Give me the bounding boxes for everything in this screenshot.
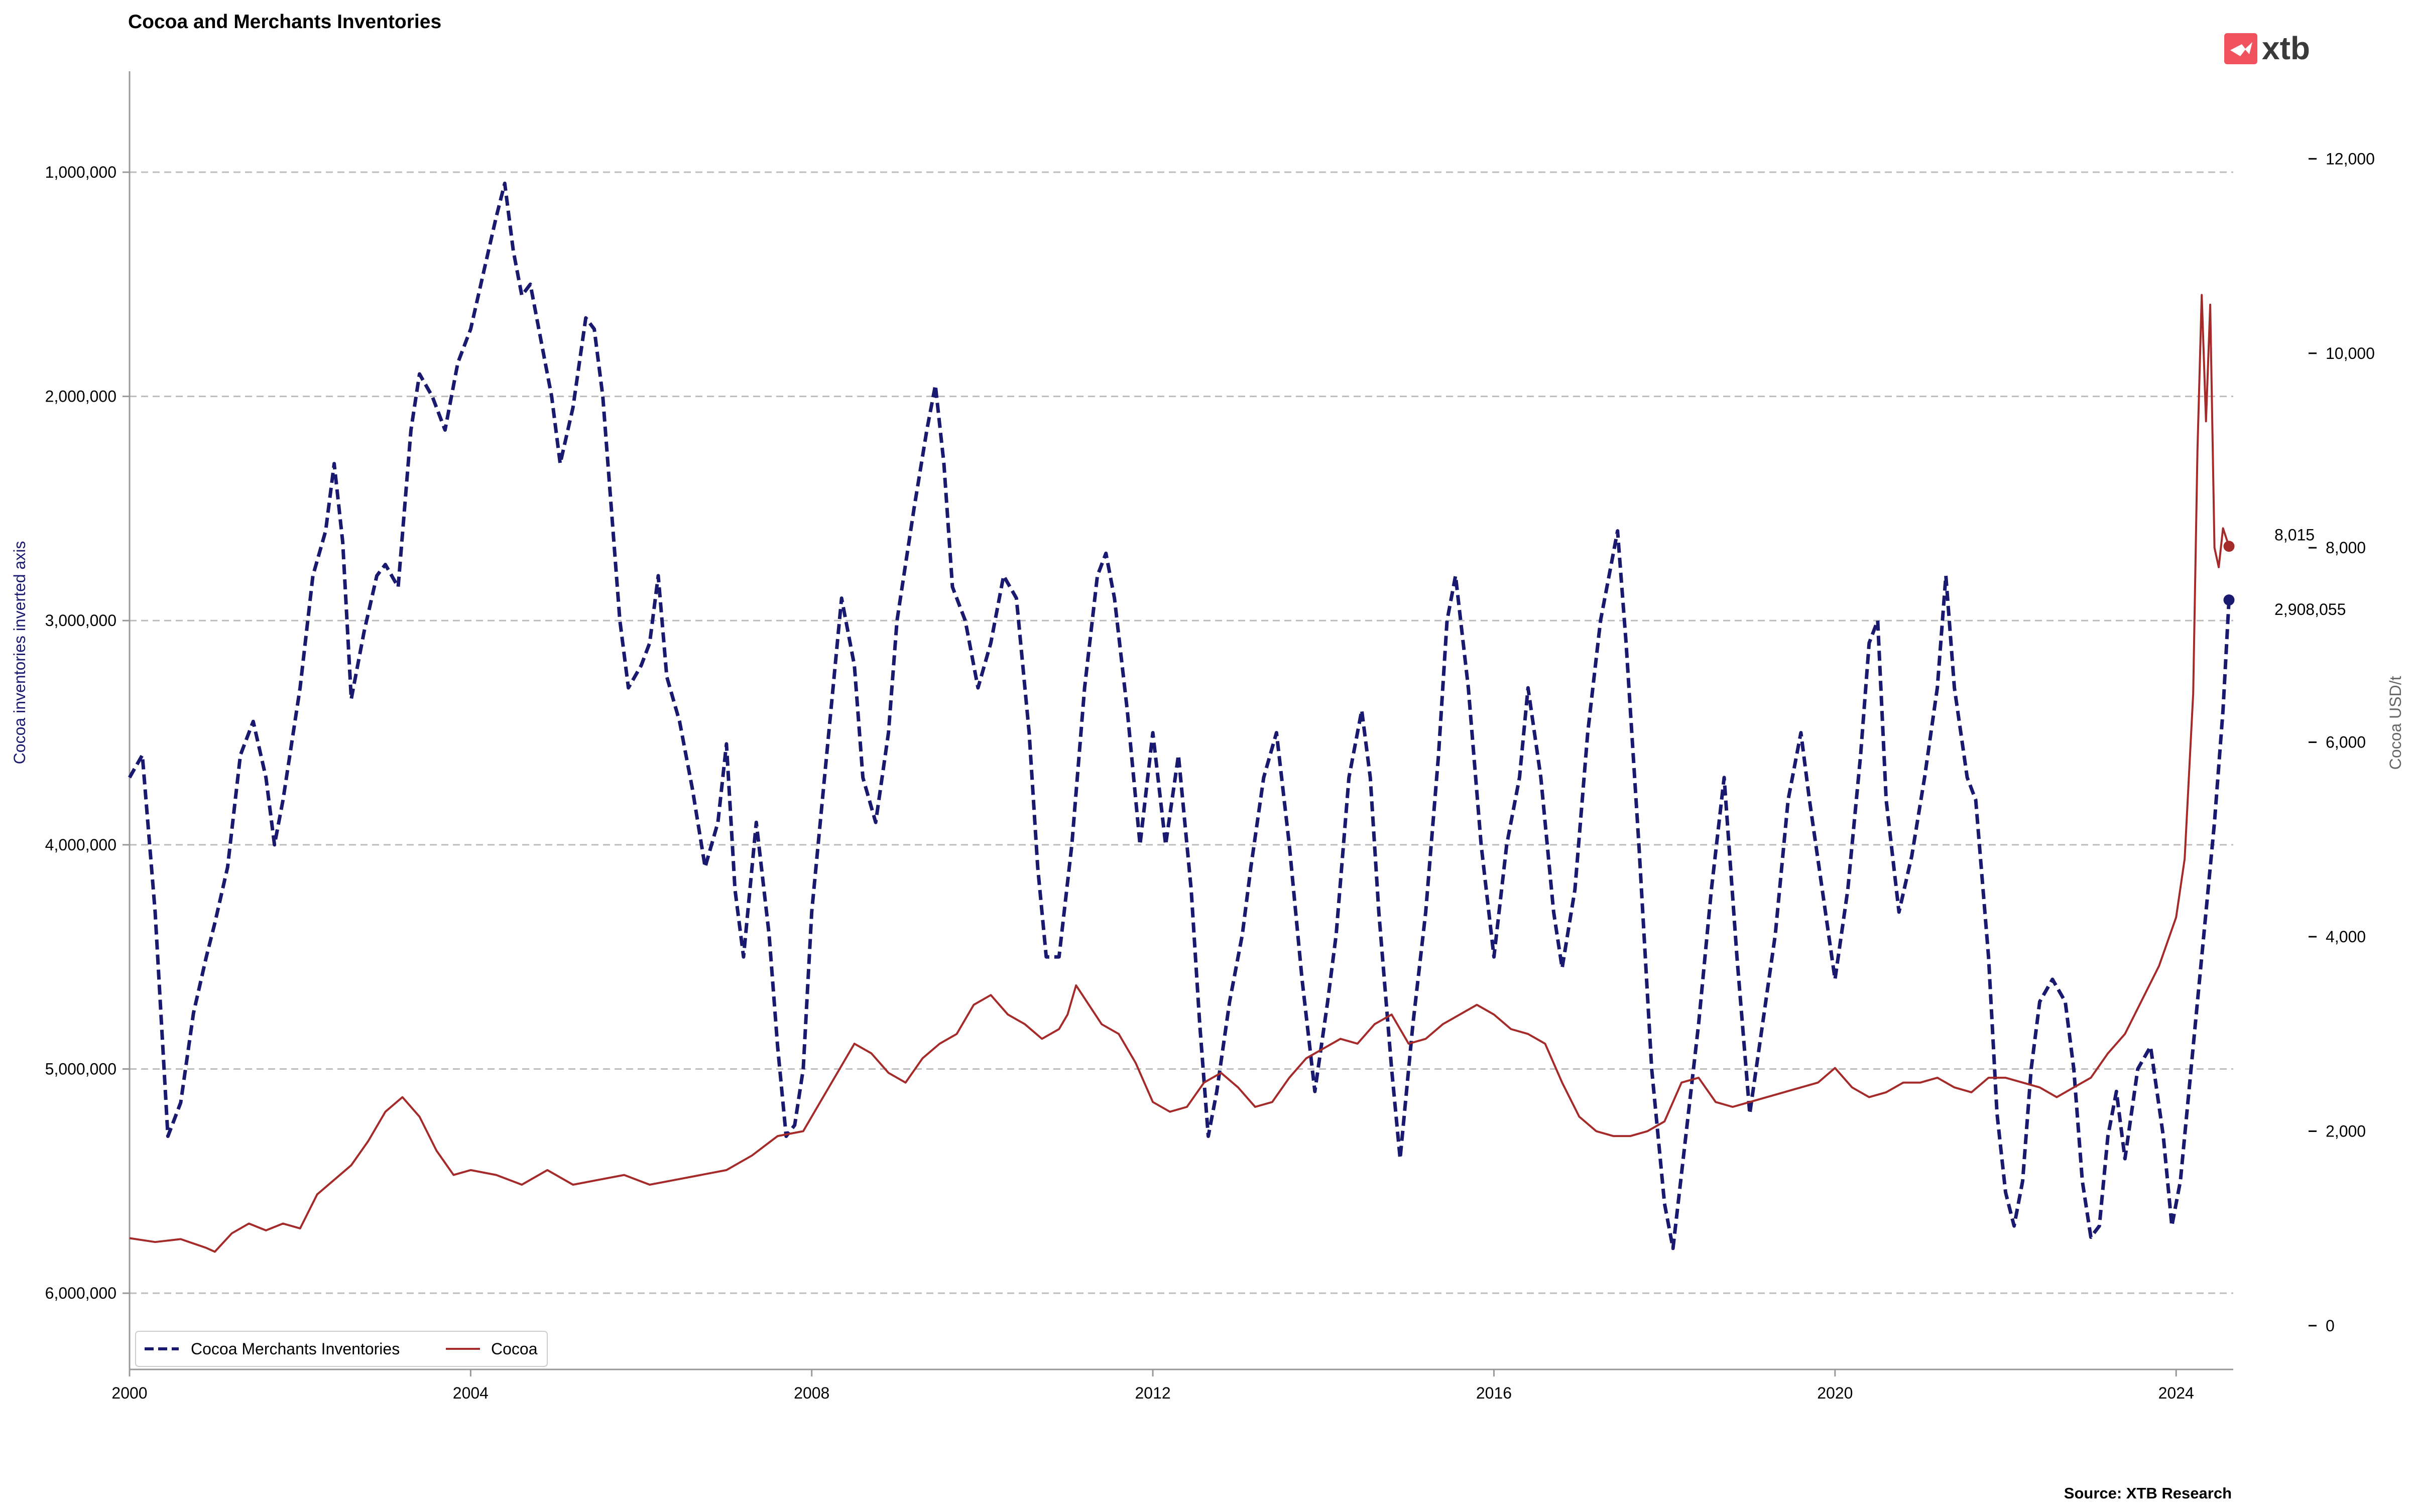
end-marker-inventories	[2223, 594, 2235, 606]
y-tick-label-left: 1,000,000	[45, 163, 116, 181]
x-tick-label: 2016	[1476, 1384, 1512, 1402]
end-label-cocoa: 8,015	[2274, 526, 2315, 544]
end-label-inventories: 2,908,055	[2274, 600, 2346, 618]
end-marker-cocoa	[2223, 541, 2235, 552]
y-tick-label-right: 10,000	[2326, 344, 2375, 362]
end-markers	[2223, 541, 2235, 606]
y-tick-label-right: 0	[2326, 1317, 2335, 1335]
y-tick-label-right: 8,000	[2326, 539, 2366, 557]
tick-labels: 1,000,000 2,000,000 3,000,000 4,000,000 5,00…	[45, 150, 2375, 1402]
xtb-logo: xtb	[2224, 30, 2310, 66]
y-tick-label-left: 5,000,000	[45, 1060, 116, 1078]
chart-title: Cocoa and Merchants Inventories	[128, 11, 441, 33]
x-tick-label: 2024	[2158, 1384, 2194, 1402]
y-tick-label-left: 6,000,000	[45, 1284, 116, 1302]
y-tick-label-left: 2,000,000	[45, 388, 116, 406]
series-line-inventories	[128, 181, 2231, 1250]
y-axis-label-left: Cocoa inventories inverted axis	[11, 541, 29, 765]
xtb-logo-text: xtb	[2262, 30, 2310, 66]
y-tick-label-right: 4,000	[2326, 928, 2366, 946]
y-axis-label-right: Cocoa USD/t	[2386, 676, 2404, 770]
y-tick-label-right: 2,000	[2326, 1122, 2366, 1140]
xtb-logo-icon-glyph	[2230, 42, 2252, 56]
legend-label-inventories: Cocoa Merchants Inventories	[191, 1340, 400, 1358]
legend-box	[135, 1331, 548, 1367]
x-tick-label: 2008	[794, 1384, 829, 1402]
legend-label-cocoa: Cocoa	[491, 1340, 538, 1358]
y-tick-label-right: 6,000	[2326, 733, 2366, 751]
x-tick-label: 2012	[1135, 1384, 1171, 1402]
y-tick-label-left: 3,000,000	[45, 611, 116, 629]
series-line-cocoa	[129, 294, 2230, 1253]
source-note: Source: XTB Research	[2064, 1484, 2232, 1502]
x-tick-label: 2020	[1817, 1384, 1853, 1402]
y-tick-label-left: 4,000,000	[45, 836, 116, 854]
axes	[123, 71, 2317, 1376]
series-lines	[128, 181, 2231, 1253]
grid-lines	[130, 171, 2233, 1294]
legend: Cocoa Merchants Inventories Cocoa	[135, 1331, 548, 1367]
x-tick-label: 2000	[111, 1384, 147, 1402]
y-tick-label-right: 12,000	[2326, 150, 2375, 168]
x-tick-label: 2004	[453, 1384, 489, 1402]
